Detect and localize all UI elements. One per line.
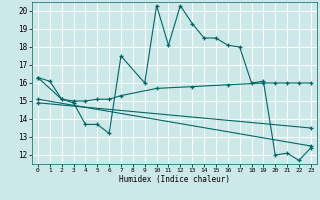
X-axis label: Humidex (Indice chaleur): Humidex (Indice chaleur) xyxy=(119,175,230,184)
